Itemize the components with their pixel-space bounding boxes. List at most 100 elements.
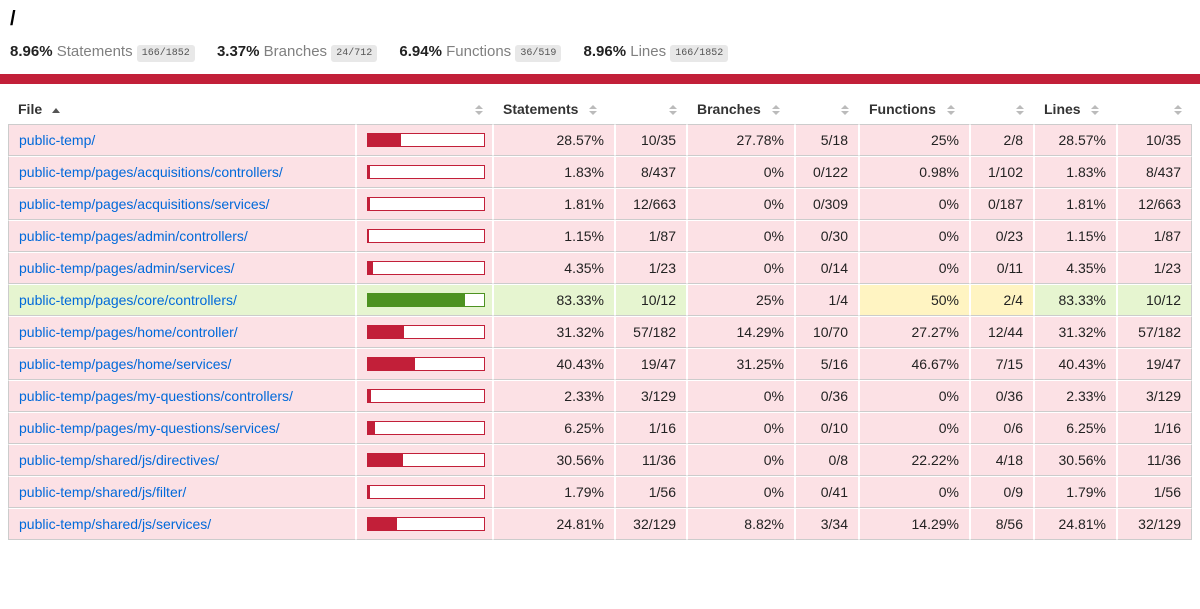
- table-row: public-temp/pages/acquisitions/services/…: [8, 188, 1192, 220]
- sort-icon[interactable]: [841, 105, 849, 116]
- lines-pct-cell: 28.57%: [1034, 124, 1117, 156]
- file-link[interactable]: public-temp/pages/admin/controllers/: [19, 228, 248, 244]
- file-cell: public-temp/pages/my-questions/services/: [8, 412, 356, 444]
- sort-icon[interactable]: [1174, 105, 1182, 116]
- lines-fraction-cell: 11/36: [1117, 444, 1192, 476]
- statements-fraction-cell: 32/129: [615, 508, 687, 540]
- coverage-bar-fill: [368, 230, 370, 242]
- file-link[interactable]: public-temp/shared/js/directives/: [19, 452, 219, 468]
- coverage-bar: [367, 261, 485, 275]
- lines-column-header[interactable]: Lines: [1034, 94, 1117, 124]
- bar-column-header[interactable]: [356, 94, 493, 124]
- branches-fraction-badge: 24/712: [331, 45, 378, 62]
- branches-fraction-cell: 0/14: [795, 252, 859, 284]
- functions-pct-cell: 46.67%: [859, 348, 970, 380]
- file-link[interactable]: public-temp/pages/admin/services/: [19, 260, 235, 276]
- functions-pct-cell: 27.27%: [859, 316, 970, 348]
- file-cell: public-temp/shared/js/services/: [8, 508, 356, 540]
- branches-percent: 3.37%: [216, 43, 260, 60]
- lines-pct-cell: 83.33%: [1034, 284, 1117, 316]
- sort-icon[interactable]: [475, 105, 483, 116]
- coverage-bar-fill: [368, 518, 397, 530]
- file-link[interactable]: public-temp/shared/js/filter/: [19, 484, 187, 500]
- lines-fraction-column-header[interactable]: [1117, 94, 1192, 124]
- sort-down-icon: [1174, 111, 1182, 116]
- functions-fraction-cell: 12/44: [970, 316, 1034, 348]
- branches-fraction-column-header[interactable]: [795, 94, 859, 124]
- coverage-table: File Statements Branches Functions: [8, 94, 1192, 540]
- branches-column-header[interactable]: Branches: [687, 94, 795, 124]
- file-link[interactable]: public-temp/pages/acquisitions/controlle…: [19, 164, 283, 180]
- coverage-bar-cell: [356, 220, 493, 252]
- statements-column-header[interactable]: Statements: [493, 94, 615, 124]
- sort-up-icon: [1016, 105, 1024, 110]
- sort-icon[interactable]: [771, 105, 780, 116]
- lines-fraction-cell: 32/129: [1117, 508, 1192, 540]
- lines-pct-cell: 6.25%: [1034, 412, 1117, 444]
- lines-fraction-cell: 8/437: [1117, 156, 1192, 188]
- sort-down-icon: [841, 111, 849, 116]
- statements-fraction-cell: 10/12: [615, 284, 687, 316]
- sort-icon[interactable]: [669, 105, 677, 116]
- coverage-bar-cell: [356, 380, 493, 412]
- table-row: public-temp/pages/home/services/40.43% 19…: [8, 348, 1192, 380]
- lines-fraction-badge: 166/1852: [670, 45, 729, 62]
- file-link[interactable]: public-temp/pages/my-questions/services/: [19, 420, 280, 436]
- coverage-bar-cell: [356, 284, 493, 316]
- lines-column-label: Lines: [1044, 101, 1081, 117]
- branches-pct-cell: 0%: [687, 444, 795, 476]
- branches-label: Branches: [263, 43, 328, 60]
- branches-pct-cell: 25%: [687, 284, 795, 316]
- coverage-bar-cell: [356, 252, 493, 284]
- file-link[interactable]: public-temp/pages/my-questions/controlle…: [19, 388, 293, 404]
- file-link[interactable]: public-temp/: [19, 132, 96, 148]
- coverage-table-body: public-temp/28.57% 10/35 27.78% 5/18 25% 2/8 2…: [8, 124, 1192, 540]
- coverage-bar-fill: [368, 390, 371, 402]
- file-cell: public-temp/pages/home/services/: [8, 348, 356, 380]
- file-column-header[interactable]: File: [8, 94, 356, 124]
- coverage-bar-cell: [356, 476, 493, 508]
- file-link[interactable]: public-temp/shared/js/services/: [19, 516, 212, 532]
- branches-pct-cell: 0%: [687, 220, 795, 252]
- functions-column-header[interactable]: Functions: [859, 94, 970, 124]
- sort-down-icon: [946, 111, 955, 116]
- statements-fraction-cell: 3/129: [615, 380, 687, 412]
- functions-pct-cell: 0%: [859, 476, 970, 508]
- functions-pct-cell: 22.22%: [859, 444, 970, 476]
- summary-functions: 6.94% Functions 36/519: [399, 43, 562, 62]
- statements-fraction-cell: 1/16: [615, 412, 687, 444]
- branches-fraction-cell: 5/18: [795, 124, 859, 156]
- sort-icon[interactable]: [1091, 105, 1100, 116]
- functions-pct-cell: 0%: [859, 380, 970, 412]
- branches-column-label: Branches: [697, 101, 761, 117]
- sort-up-icon: [475, 105, 483, 110]
- statements-pct-cell: 40.43%: [493, 348, 615, 380]
- file-link[interactable]: public-temp/pages/acquisitions/services/: [19, 196, 270, 212]
- functions-fraction-column-header[interactable]: [970, 94, 1034, 124]
- functions-pct-cell: 0%: [859, 412, 970, 444]
- lines-fraction-cell: 57/182: [1117, 316, 1192, 348]
- coverage-bar-cell: [356, 124, 493, 156]
- functions-pct-cell: 0%: [859, 252, 970, 284]
- branches-pct-cell: 31.25%: [687, 348, 795, 380]
- file-link[interactable]: public-temp/pages/home/controller/: [19, 324, 238, 340]
- lines-fraction-cell: 1/16: [1117, 412, 1192, 444]
- coverage-bar-fill: [368, 454, 404, 466]
- file-link[interactable]: public-temp/pages/core/controllers/: [19, 292, 237, 308]
- table-header-row: File Statements Branches Functions: [8, 94, 1192, 124]
- lines-pct-cell: 1.83%: [1034, 156, 1117, 188]
- statements-fraction-column-header[interactable]: [615, 94, 687, 124]
- statements-pct-cell: 31.32%: [493, 316, 615, 348]
- lines-pct-cell: 31.32%: [1034, 316, 1117, 348]
- sort-icon[interactable]: [589, 105, 598, 116]
- sort-icon[interactable]: [946, 105, 955, 116]
- file-cell: public-temp/pages/admin/controllers/: [8, 220, 356, 252]
- branches-fraction-cell: 1/4: [795, 284, 859, 316]
- branches-fraction-cell: 0/8: [795, 444, 859, 476]
- branches-pct-cell: 0%: [687, 252, 795, 284]
- branches-fraction-cell: 0/122: [795, 156, 859, 188]
- functions-fraction-cell: 0/11: [970, 252, 1034, 284]
- sort-icon[interactable]: [1016, 105, 1024, 116]
- file-link[interactable]: public-temp/pages/home/services/: [19, 356, 232, 372]
- branches-pct-cell: 0%: [687, 156, 795, 188]
